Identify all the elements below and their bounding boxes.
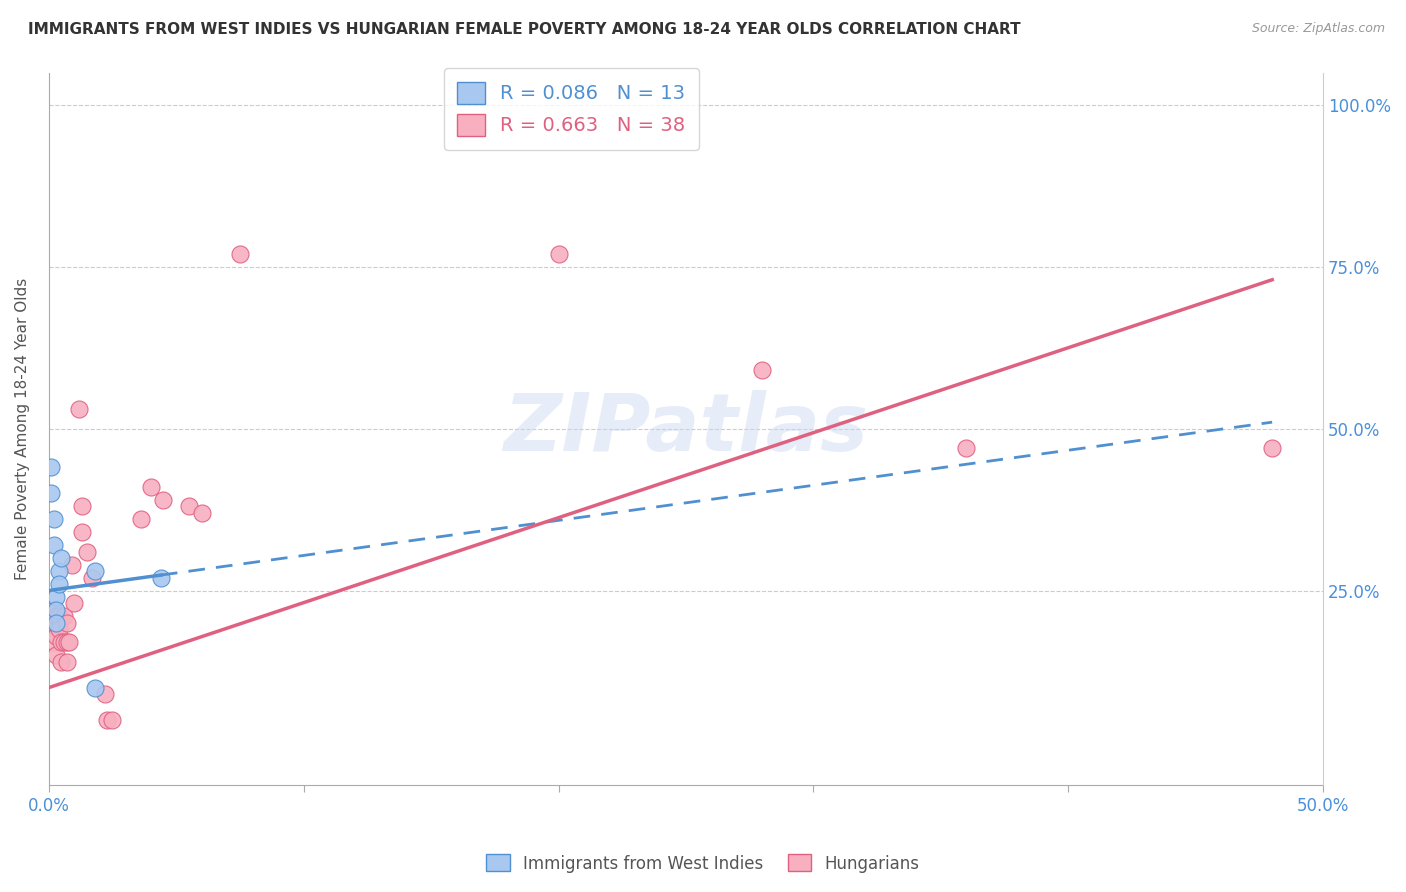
Text: Source: ZipAtlas.com: Source: ZipAtlas.com bbox=[1251, 22, 1385, 36]
Point bbox=[94, 687, 117, 701]
Point bbox=[55, 655, 77, 669]
Point bbox=[955, 441, 977, 455]
Point bbox=[48, 623, 70, 637]
Point bbox=[751, 363, 773, 377]
Point bbox=[42, 538, 65, 552]
Point bbox=[55, 615, 77, 630]
Point bbox=[45, 629, 67, 643]
Point bbox=[39, 623, 62, 637]
Point bbox=[42, 603, 65, 617]
Point bbox=[45, 615, 67, 630]
Point bbox=[76, 544, 98, 558]
Point bbox=[39, 460, 62, 475]
Point bbox=[60, 558, 83, 572]
Point bbox=[96, 713, 118, 727]
Point bbox=[547, 247, 569, 261]
Point bbox=[80, 570, 103, 584]
Point bbox=[51, 635, 73, 649]
Point bbox=[53, 635, 76, 649]
Text: IMMIGRANTS FROM WEST INDIES VS HUNGARIAN FEMALE POVERTY AMONG 18-24 YEAR OLDS CO: IMMIGRANTS FROM WEST INDIES VS HUNGARIAN… bbox=[28, 22, 1021, 37]
Point bbox=[139, 480, 162, 494]
Point bbox=[63, 597, 86, 611]
Point bbox=[45, 590, 67, 604]
Point bbox=[48, 577, 70, 591]
Point bbox=[149, 570, 172, 584]
Y-axis label: Female Poverty Among 18-24 Year Olds: Female Poverty Among 18-24 Year Olds bbox=[15, 277, 30, 580]
Point bbox=[70, 500, 93, 514]
Point bbox=[48, 609, 70, 624]
Point bbox=[42, 512, 65, 526]
Point bbox=[190, 506, 212, 520]
Point bbox=[45, 648, 67, 663]
Point bbox=[39, 486, 62, 500]
Point bbox=[51, 655, 73, 669]
Point bbox=[177, 500, 200, 514]
Point bbox=[48, 564, 70, 578]
Point bbox=[83, 681, 105, 695]
Legend: Immigrants from West Indies, Hungarians: Immigrants from West Indies, Hungarians bbox=[479, 847, 927, 880]
Legend: R = 0.086   N = 13, R = 0.663   N = 38: R = 0.086 N = 13, R = 0.663 N = 38 bbox=[444, 68, 699, 150]
Point bbox=[229, 247, 252, 261]
Point bbox=[70, 525, 93, 540]
Point bbox=[53, 609, 76, 624]
Point bbox=[42, 615, 65, 630]
Point bbox=[58, 635, 80, 649]
Point bbox=[152, 492, 174, 507]
Text: ZIPatlas: ZIPatlas bbox=[503, 390, 869, 467]
Point bbox=[45, 603, 67, 617]
Point bbox=[42, 635, 65, 649]
Point bbox=[1261, 441, 1284, 455]
Point bbox=[129, 512, 152, 526]
Point bbox=[55, 635, 77, 649]
Point bbox=[83, 564, 105, 578]
Point bbox=[45, 609, 67, 624]
Point bbox=[101, 713, 124, 727]
Point bbox=[67, 402, 90, 417]
Point bbox=[39, 603, 62, 617]
Point bbox=[51, 551, 73, 566]
